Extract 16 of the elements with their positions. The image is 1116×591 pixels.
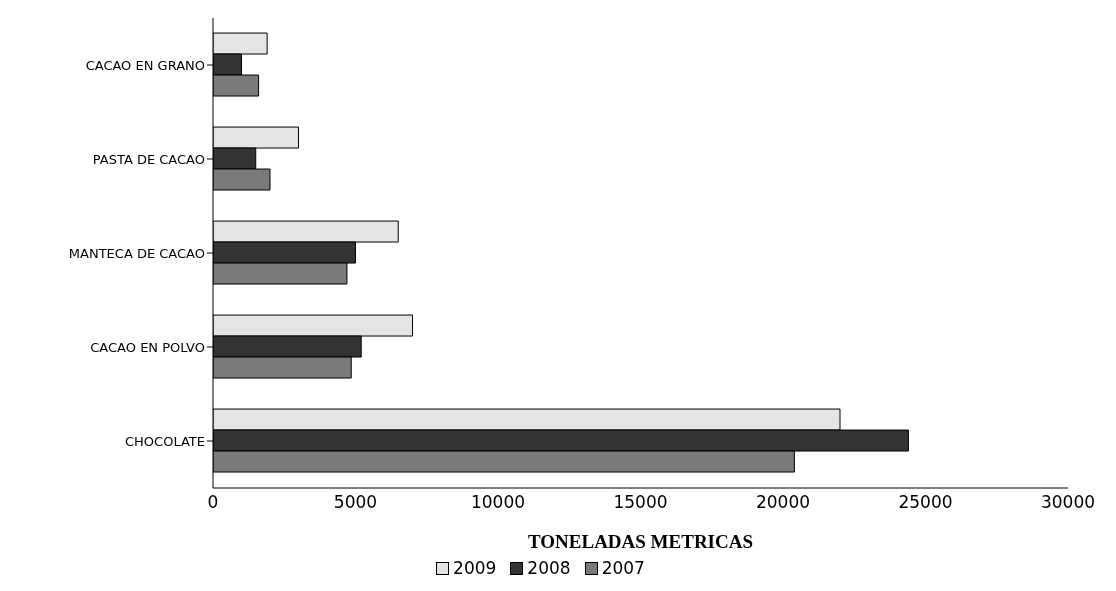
x-tick-label: 5000: [333, 492, 378, 513]
x-tick-label: 25000: [898, 492, 953, 513]
y-tick-label: CACAO EN POLVO: [90, 339, 205, 355]
y-tick-label: PASTA DE CACAO: [92, 151, 205, 167]
x-tick-label: 20000: [755, 492, 811, 513]
x-tick-label: 30000: [1040, 492, 1096, 513]
legend-label: 2007: [601, 558, 645, 578]
x-axis-title: TONELADAS METRICAS: [527, 531, 754, 552]
y-tick-label: MANTECA DE CACAO: [68, 245, 205, 261]
y-tick-label: CACAO EN GRANO: [85, 57, 205, 73]
x-tick-label: 0: [207, 492, 219, 513]
x-tick-label: 10000: [470, 492, 526, 513]
legend-label: 2008: [527, 558, 571, 578]
legend-label: 2009: [453, 558, 497, 578]
y-tick-label: CHOCOLATE: [125, 433, 205, 449]
x-tick-label: 15000: [613, 492, 668, 513]
